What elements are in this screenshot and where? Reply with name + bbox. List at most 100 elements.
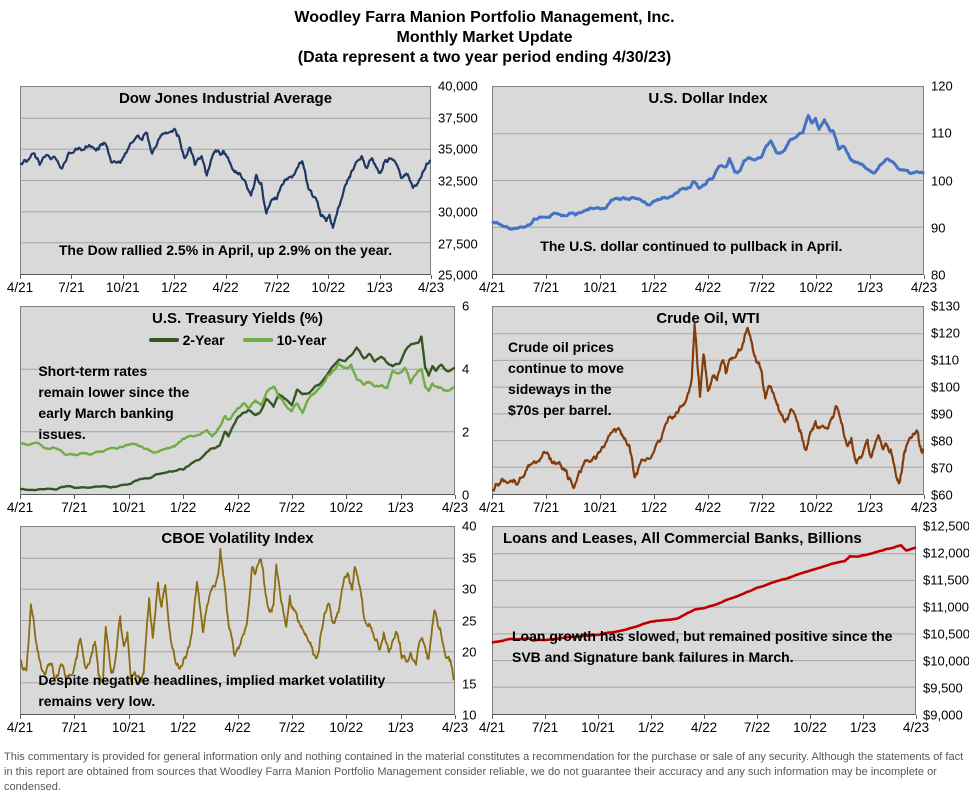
dow-jones-y-axis: 40,000 37,500 35,000 32,500 30,000 27,500 25,0…	[431, 79, 484, 283]
y-tick-label: 30	[462, 581, 477, 597]
x-tick-label: 10/21	[105, 280, 140, 295]
y-tick-label: $10,500	[923, 626, 969, 642]
y-tick-label: $11,500	[923, 572, 969, 588]
y-tick-label: 20	[462, 644, 477, 660]
loans-x-axis: 4/21 7/21 10/21 1/22 4/22 7/22 10/22 1/23 4/23	[479, 715, 929, 737]
us-dollar-line-series	[493, 87, 923, 274]
x-tick-mark	[916, 715, 917, 719]
x-tick-label: 10/21	[583, 500, 617, 515]
x-tick-mark	[870, 275, 871, 279]
x-tick-label: 4/21	[478, 280, 506, 295]
x-tick-mark	[654, 495, 655, 499]
chart-cboe-volatility-index: CBOE Volatility Index Despite negative h…	[0, 519, 484, 746]
2-year-legend-label: 2-Year	[182, 332, 225, 348]
y-tick-label: 2	[462, 424, 470, 440]
x-tick-mark	[400, 715, 402, 719]
x-tick-mark	[74, 715, 76, 719]
x-tick-mark	[546, 275, 547, 279]
x-tick-label: 10/21	[583, 280, 617, 295]
dow-jones-plot-area: Dow Jones Industrial Average The Dow ral…	[20, 86, 431, 275]
x-tick-mark	[492, 495, 493, 499]
x-tick-mark	[20, 495, 21, 499]
crude-oil-x-axis: 4/21 7/21 10/21 1/22 4/22 7/22 10/22 1/23 4/23	[479, 495, 937, 517]
x-tick-mark	[276, 275, 278, 279]
x-tick-label: 4/21	[478, 720, 506, 735]
x-tick-label: 1/23	[849, 720, 877, 735]
y-tick-label: $80	[931, 433, 953, 449]
x-tick-mark	[762, 495, 763, 499]
x-tick-mark	[816, 275, 817, 279]
us-dollar-annotation: The U.S. dollar continued to pullback in…	[540, 238, 843, 255]
y-tick-label: 80	[931, 267, 946, 283]
x-tick-mark	[924, 495, 925, 499]
us-dollar-chart-title: U.S. Dollar Index	[648, 90, 768, 107]
x-tick-mark	[74, 495, 76, 499]
x-tick-label: 1/23	[387, 500, 414, 515]
x-tick-mark	[291, 495, 293, 499]
x-tick-mark	[870, 495, 871, 499]
x-tick-mark	[810, 715, 811, 719]
x-tick-label: 10/21	[111, 500, 146, 515]
y-tick-label: $12,500	[923, 518, 969, 534]
x-tick-label: 7/22	[748, 280, 776, 295]
x-tick-label: 1/22	[640, 500, 668, 515]
x-tick-mark	[237, 715, 239, 719]
crude-oil-chart-title: Crude Oil, WTI	[656, 310, 760, 327]
us-dollar-x-axis: 4/21 7/21 10/21 1/22 4/22 7/22 10/22 1/23 4/23	[479, 275, 937, 297]
report-header: Woodley Farra Manion Portfolio Managemen…	[0, 0, 969, 68]
x-tick-label: 1/23	[856, 280, 884, 295]
vix-y-axis: 40 35 30 25 20 15 10	[455, 519, 484, 723]
treasury-yields-y-axis: 6 4 2 0	[455, 299, 484, 503]
x-tick-mark	[704, 715, 705, 719]
y-tick-label: 25,000	[438, 267, 478, 283]
x-tick-label: 10/21	[111, 720, 146, 735]
y-tick-label: $12,000	[923, 545, 969, 561]
y-tick-label: $70	[931, 460, 953, 476]
x-tick-mark	[225, 275, 227, 279]
y-tick-label: 40	[462, 518, 477, 534]
x-tick-label: 7/21	[61, 720, 88, 735]
y-tick-label: 4	[462, 361, 470, 377]
vix-plot-area: CBOE Volatility Index Despite negative h…	[20, 526, 455, 715]
x-tick-mark	[400, 495, 402, 499]
x-tick-mark	[183, 715, 185, 719]
x-tick-label: 1/23	[856, 500, 884, 515]
x-tick-label: 4/22	[694, 500, 722, 515]
crude-oil-plot-area: Crude Oil, WTI Crude oil prices continue…	[492, 306, 924, 495]
vix-chart-title: CBOE Volatility Index	[161, 530, 314, 547]
x-tick-mark	[708, 495, 709, 499]
y-tick-label: $110	[931, 352, 959, 368]
x-tick-mark	[291, 715, 293, 719]
report-title: Monthly Market Update	[396, 29, 573, 46]
x-tick-label: 7/21	[532, 280, 560, 295]
10-year-legend-label: 10-Year	[276, 332, 327, 348]
x-tick-mark	[708, 275, 709, 279]
x-tick-mark	[183, 495, 185, 499]
y-tick-label: 10	[462, 707, 477, 723]
y-tick-label: 30,000	[438, 204, 478, 220]
loans-line-series	[493, 527, 915, 714]
company-name: Woodley Farra Manion Portfolio Managemen…	[294, 9, 675, 26]
10-year-line-swatch	[242, 338, 273, 342]
y-tick-label: 27,500	[438, 236, 478, 251]
x-tick-label: 4/21	[6, 500, 34, 515]
treasury-yields-annotation: Short-term rates remain lower since the …	[38, 363, 190, 443]
x-tick-mark	[20, 715, 21, 719]
y-tick-label: 90	[931, 220, 946, 236]
2-year-line-swatch	[148, 338, 179, 342]
legend-item-2-year: 2-Year	[148, 332, 225, 348]
y-tick-label: 25	[462, 613, 477, 628]
y-tick-label: $100	[931, 379, 960, 395]
loans-plot-area: Loans and Leases, All Commercial Banks, …	[492, 526, 916, 715]
chart-loans-and-leases: Loans and Leases, All Commercial Banks, …	[479, 519, 969, 746]
x-tick-mark	[546, 495, 547, 499]
dow-jones-line-series	[21, 87, 430, 274]
vix-line-series	[21, 527, 454, 714]
y-tick-label: 37,500	[438, 110, 478, 125]
x-tick-mark	[757, 715, 758, 719]
x-tick-mark	[20, 275, 21, 279]
y-tick-label: $9,500	[923, 680, 963, 696]
x-tick-mark	[654, 275, 655, 279]
x-tick-mark	[816, 495, 817, 499]
y-tick-label: 100	[931, 173, 953, 188]
